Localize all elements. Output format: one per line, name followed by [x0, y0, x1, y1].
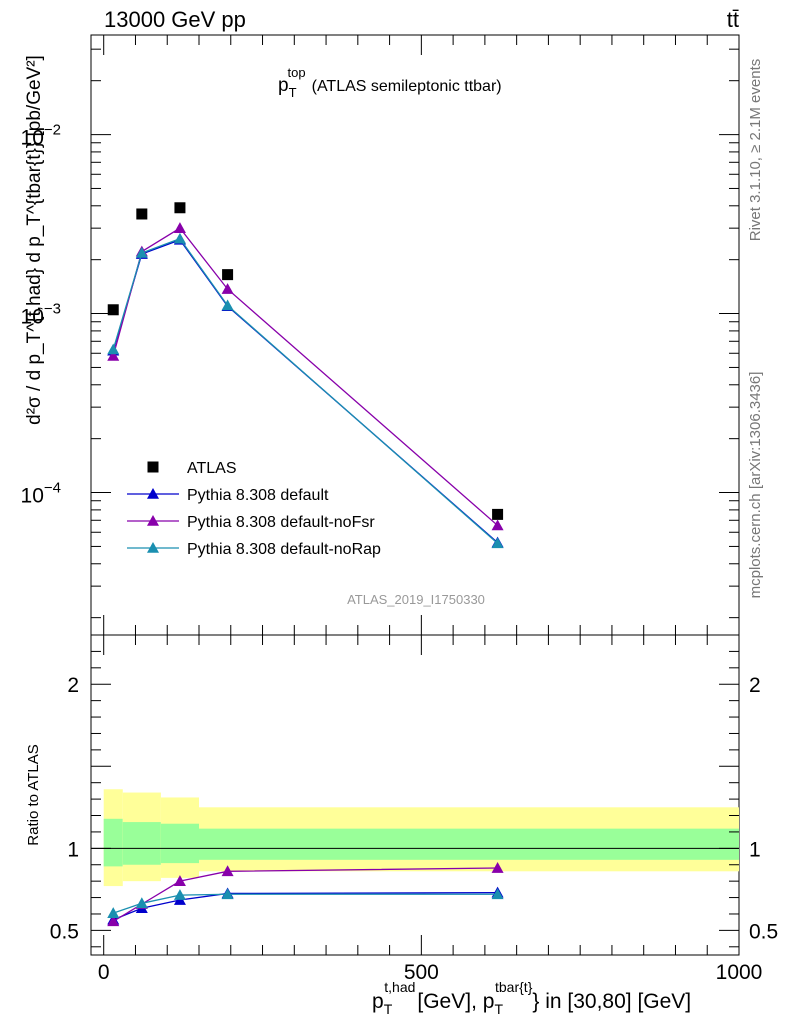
mc-point-3-2: [173, 232, 186, 244]
x-label-p: p: [372, 990, 384, 1013]
main-y-tick-label: 10−3: [21, 301, 61, 329]
main-y-axis-label: d²σ / d p_T^{t,had} d p_T^{tbar{t}} [pb/…: [24, 55, 45, 425]
legend: ATLAS Pythia 8.308 default Pythia 8.308 de…: [127, 460, 381, 558]
ratio-point-2-4: [491, 888, 504, 900]
ratio-plot-frame: [90, 634, 740, 956]
legend-label-1: Pythia 8.308 default: [187, 487, 329, 504]
ratio-y-tick-label: 2: [67, 674, 79, 697]
ratio-series-layer: [107, 862, 504, 927]
data-point-0-2: [174, 202, 186, 214]
process-label: tt̄: [727, 7, 739, 32]
data-point-0-4: [492, 508, 504, 520]
green-band-2: [160, 823, 199, 864]
main-title: pTtop (ATLAS semileptonic ttbar): [278, 65, 502, 100]
ratio-point-2-1: [135, 897, 148, 909]
ratio-point-1-0: [107, 915, 120, 927]
ratio-y-axis-label: Ratio to ATLAS: [25, 744, 42, 845]
main-title-rest: (ATLAS semileptonic ttbar): [312, 78, 502, 95]
x-label-sup2: tbar{t}: [495, 979, 533, 995]
ratio-y-tick-label-right: 0.5: [749, 920, 778, 943]
main-series-line-2: [112, 227, 499, 526]
legend-label-0: ATLAS: [187, 460, 237, 477]
main-series-layer: [107, 202, 504, 549]
x-axis-label: pTt,had[GeV], pTtbar{t}} in [30,80] [GeV…: [372, 979, 691, 1017]
x-tick-label: 500: [404, 961, 439, 984]
green-band-0: [103, 818, 123, 867]
ratio-y-tick-label: 1: [67, 838, 79, 861]
data-point-0-0: [107, 304, 119, 316]
mc-point-3-0: [107, 343, 120, 355]
ratio-uncertainty-bands: [103, 789, 739, 887]
legend-label-2: Pythia 8.308 default-noFsr: [187, 514, 375, 531]
legend-marker-1: [147, 488, 159, 499]
x-tick-label: 1000: [716, 961, 763, 984]
mc-point-3-1: [135, 246, 148, 258]
legend-label-3: Pythia 8.308 default-noRap: [187, 541, 381, 558]
ratio-series-line-2: [113, 893, 498, 914]
legend-marker-2: [147, 515, 159, 526]
ratio-point-2-2: [173, 889, 186, 900]
x-tick-label: 0: [98, 961, 110, 984]
rivet-label: Rivet 3.1.10, ≥ 2.1M events: [747, 59, 764, 242]
x-label-rest: } in [30,80] [GeV]: [532, 990, 691, 1013]
ratio-point-1-3: [221, 865, 234, 877]
x-label-sup1: t,had: [384, 979, 415, 995]
ratio-point-1-2: [173, 875, 186, 886]
legend-marker-3: [147, 542, 159, 553]
main-title-p: p: [278, 75, 289, 96]
mc-point-2-3: [221, 283, 234, 294]
mcplots-label: mcplots.cern.ch [arXiv:1306.3436]: [747, 372, 764, 599]
green-band-3: [199, 828, 739, 860]
main-y-tick-label: 10−4: [21, 480, 61, 508]
ratio-y-tick-label: 0.5: [50, 920, 79, 943]
mc-point-2-0: [107, 349, 120, 361]
energy-label: 13000 GeV pp: [104, 7, 246, 32]
legend-marker-0: [147, 461, 159, 473]
data-point-0-1: [136, 208, 148, 220]
green-band-1: [122, 822, 161, 865]
main-title-sup: top: [288, 65, 306, 80]
main-axis-ticks: 10−4 10−3 10−2: [21, 35, 740, 635]
main-title-sub: T: [289, 85, 297, 100]
mc-point-2-2: [173, 222, 186, 233]
x-label-mid: [GeV], p: [417, 990, 494, 1013]
x-label-sub2: T: [494, 1001, 503, 1017]
ratio-point-2-0: [107, 907, 120, 918]
analysis-label: ATLAS_2019_I1750330: [347, 592, 485, 607]
ratio-point-1-4: [491, 862, 504, 873]
mc-point-3-3: [221, 299, 234, 311]
ratio-point-2-3: [221, 888, 234, 900]
main-y-tick-label: 10−2: [21, 122, 61, 150]
mc-point-2-4: [491, 519, 504, 531]
data-point-0-3: [222, 269, 234, 281]
x-label-sub: T: [384, 1001, 393, 1017]
mc-point-3-4: [491, 537, 504, 549]
ratio-y-tick-label-right: 1: [749, 838, 761, 861]
ratio-y-tick-label-right: 2: [749, 674, 761, 697]
